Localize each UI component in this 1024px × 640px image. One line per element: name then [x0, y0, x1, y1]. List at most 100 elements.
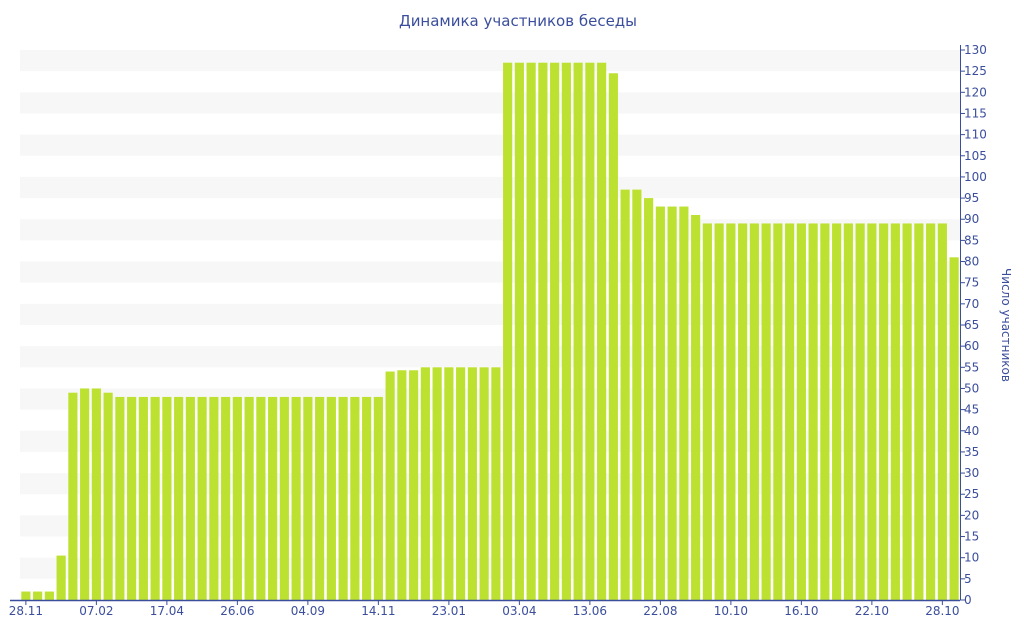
x-tick-label: 28.10 — [925, 604, 959, 618]
bar — [843, 223, 853, 600]
bar — [303, 396, 313, 600]
grid-band — [20, 430, 960, 452]
bar — [409, 370, 419, 600]
bar — [937, 223, 947, 600]
y-tick-label: 130 — [964, 43, 987, 57]
x-tick-label: 03.04 — [502, 604, 536, 618]
grid-band — [20, 303, 960, 325]
x-tick-label: 17.04 — [150, 604, 184, 618]
bar — [949, 257, 959, 600]
bar — [902, 223, 912, 600]
y-tick-label: 65 — [964, 318, 979, 332]
y-tick-label: 35 — [964, 445, 979, 459]
y-tick-label: 125 — [964, 64, 987, 78]
x-tick-label: 22.10 — [855, 604, 889, 618]
bar — [914, 223, 924, 600]
bar — [644, 198, 654, 601]
y-tick-label: 45 — [964, 403, 979, 417]
bar — [91, 388, 101, 600]
bar — [503, 62, 513, 600]
bar — [726, 223, 736, 600]
bar — [597, 62, 607, 600]
bar — [926, 223, 936, 600]
bar — [855, 223, 865, 600]
grid-band — [20, 50, 960, 72]
bar — [467, 367, 477, 600]
bar — [714, 223, 724, 600]
bar — [127, 396, 137, 600]
bar — [232, 396, 242, 600]
bar — [491, 367, 501, 600]
bar — [209, 396, 219, 600]
y-tick-label: 100 — [964, 170, 987, 184]
y-tick-label: 40 — [964, 424, 979, 438]
bar — [185, 396, 195, 600]
x-tick-label: 16.10 — [784, 604, 818, 618]
bar — [702, 223, 712, 600]
bar — [138, 396, 148, 600]
bar — [256, 396, 266, 600]
bar — [785, 223, 795, 600]
bar — [326, 396, 336, 600]
bar — [808, 223, 818, 600]
bar — [796, 223, 806, 600]
bar — [68, 392, 78, 600]
bar — [397, 370, 407, 600]
grid-band — [20, 473, 960, 495]
bar — [385, 371, 395, 600]
x-tick-label: 22.08 — [643, 604, 677, 618]
bar — [197, 396, 207, 600]
grid-band — [20, 134, 960, 156]
y-tick-label: 25 — [964, 487, 979, 501]
bar — [761, 223, 771, 600]
x-tick-label: 28.11 — [9, 604, 43, 618]
y-tick-label: 85 — [964, 233, 979, 247]
bar — [291, 396, 301, 600]
y-tick-label: 0 — [964, 593, 972, 607]
x-tick-label: 26.06 — [220, 604, 254, 618]
bar — [538, 62, 548, 600]
y-tick-label: 5 — [964, 572, 972, 586]
y-tick-label: 95 — [964, 191, 979, 205]
bar — [221, 396, 231, 600]
bar — [561, 62, 571, 600]
bar — [550, 62, 560, 600]
y-tick-label: 90 — [964, 212, 979, 226]
bar — [432, 367, 442, 600]
bar — [21, 591, 31, 600]
bar — [56, 555, 66, 600]
bar — [479, 367, 489, 600]
bar — [832, 223, 842, 600]
y-tick-label: 55 — [964, 360, 979, 374]
bar — [749, 223, 759, 600]
bar — [373, 396, 383, 600]
bar — [456, 367, 466, 600]
bar — [150, 396, 160, 600]
grid-band — [20, 388, 960, 410]
bar — [773, 223, 783, 600]
bar — [890, 223, 900, 600]
bar — [44, 591, 54, 600]
y-tick-label: 80 — [964, 255, 979, 269]
bar — [268, 396, 278, 600]
bar — [514, 62, 524, 600]
grid-band — [20, 346, 960, 368]
bar — [620, 189, 630, 600]
y-tick-label: 20 — [964, 508, 979, 522]
y-tick-label: 110 — [964, 128, 987, 142]
y-tick-label: 120 — [964, 85, 987, 99]
bar — [573, 62, 583, 600]
x-tick-label: 04.09 — [291, 604, 325, 618]
grid-band — [20, 92, 960, 114]
grid-band — [20, 219, 960, 241]
bar — [350, 396, 360, 600]
y-tick-label: 70 — [964, 297, 979, 311]
bar — [80, 388, 90, 600]
bar — [655, 206, 665, 601]
x-tick-label: 10.10 — [714, 604, 748, 618]
bar — [315, 396, 325, 600]
bar — [867, 223, 877, 600]
y-tick-label: 105 — [964, 149, 987, 163]
bar — [174, 396, 184, 600]
